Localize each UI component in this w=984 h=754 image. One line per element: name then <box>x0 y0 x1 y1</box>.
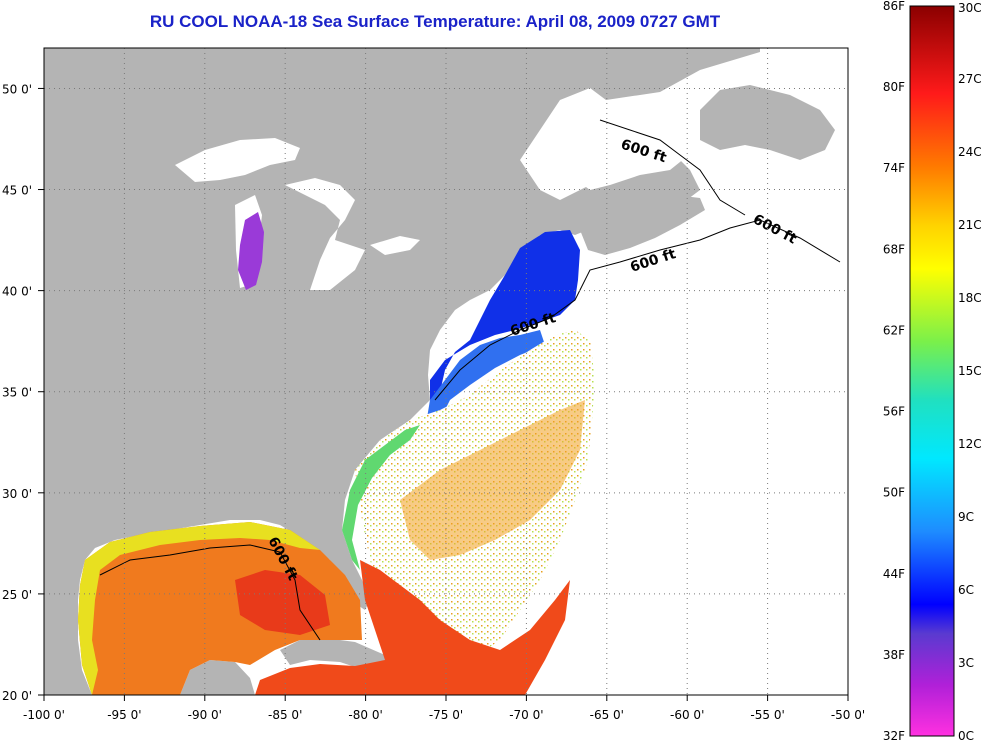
map-title: RU COOL NOAA-18 Sea Surface Temperature:… <box>149 12 721 31</box>
longitude-axis: -100 0' -95 0' -90 0' -85 0' -80 0' -75 0' -70… <box>23 695 865 722</box>
colorbar-c-label: 15C <box>958 364 982 378</box>
mid-atlantic-cold <box>425 330 545 430</box>
lat-tick-label: 50 0' <box>2 82 32 96</box>
colorbar-c-label: 0C <box>958 729 974 743</box>
yucatan <box>180 660 255 695</box>
colorbar-c-label: 6C <box>958 583 974 597</box>
lon-tick-label: -50 0' <box>831 708 865 722</box>
colorbar-c-label: 9C <box>958 510 974 524</box>
colorbar-f-label: 32F <box>883 729 905 743</box>
graticule <box>44 48 848 695</box>
lon-tick-label: -65 0' <box>590 708 624 722</box>
colorbar-c-label: 24C <box>958 145 982 159</box>
lon-tick-label: -80 0' <box>348 708 382 722</box>
colorbar-c-label: 21C <box>958 218 982 232</box>
coastal-band <box>342 425 420 570</box>
lon-tick-label: -85 0' <box>268 708 302 722</box>
isobath-line-north <box>599 119 746 216</box>
gulf-stream-core <box>400 400 585 560</box>
colorbar-f-label: 80F <box>883 80 905 94</box>
colorbar-f-label: 68F <box>883 242 905 256</box>
lat-tick-label: 20 0' <box>2 689 32 703</box>
gulf-of-mexico-sst <box>78 522 362 695</box>
colorbar-c-label: 27C <box>958 72 982 86</box>
caribbean-sst <box>255 560 570 695</box>
colorbar <box>909 5 955 737</box>
gulf-of-maine-sst <box>430 230 580 400</box>
land-mass <box>44 48 760 695</box>
lat-tick-label: 40 0' <box>2 285 32 299</box>
lake-michigan-sst <box>238 212 264 290</box>
colorbar-f-label: 56F <box>883 405 905 419</box>
lon-tick-label: -55 0' <box>750 708 784 722</box>
nova-scotia <box>580 195 705 255</box>
colorbar-f-label: 62F <box>883 323 905 337</box>
colorbar-c-label: 12C <box>958 437 982 451</box>
newfoundland <box>700 85 835 160</box>
colorbar-f-label: 74F <box>883 161 905 175</box>
isobath-line-gulf <box>99 544 321 641</box>
lon-tick-label: -90 0' <box>188 708 222 722</box>
lat-tick-label: 45 0' <box>2 184 32 198</box>
lat-tick-label: 25 0' <box>2 588 32 602</box>
colorbar-c-label: 3C <box>958 656 974 670</box>
lon-tick-label: -75 0' <box>429 708 463 722</box>
lon-tick-label: -95 0' <box>107 708 141 722</box>
colorbar-c-label: 18C <box>958 291 982 305</box>
gulf-st-lawrence <box>555 100 695 190</box>
lon-tick-label: -100 0' <box>23 708 65 722</box>
colorbar-fahrenheit-labels: 86F 80F 74F 68F 62F 56F 50F 44F 38F 32F <box>883 0 905 743</box>
colorbar-f-label: 38F <box>883 648 905 662</box>
colorbar-f-label: 44F <box>883 567 905 581</box>
isobath-line <box>434 219 841 401</box>
colorbar-c-label: 30C <box>958 1 982 15</box>
great-lakes <box>175 138 420 290</box>
gulf-coastal-yellow <box>78 522 320 695</box>
colorbar-f-label: 86F <box>883 0 905 13</box>
lat-tick-label: 30 0' <box>2 487 32 501</box>
lon-tick-label: -60 0' <box>670 708 704 722</box>
lon-tick-label: -70 0' <box>509 708 543 722</box>
colorbar-celsius-labels: 30C 27C 24C 21C 18C 15C 12C 9C 6C 3C 0C <box>958 1 982 743</box>
lat-tick-label: 35 0' <box>2 386 32 400</box>
colorbar-f-label: 50F <box>883 486 905 500</box>
latitude-axis: 50 0' 45 0' 40 0' 35 0' 30 0' 25 0' 20 0' <box>2 82 44 703</box>
